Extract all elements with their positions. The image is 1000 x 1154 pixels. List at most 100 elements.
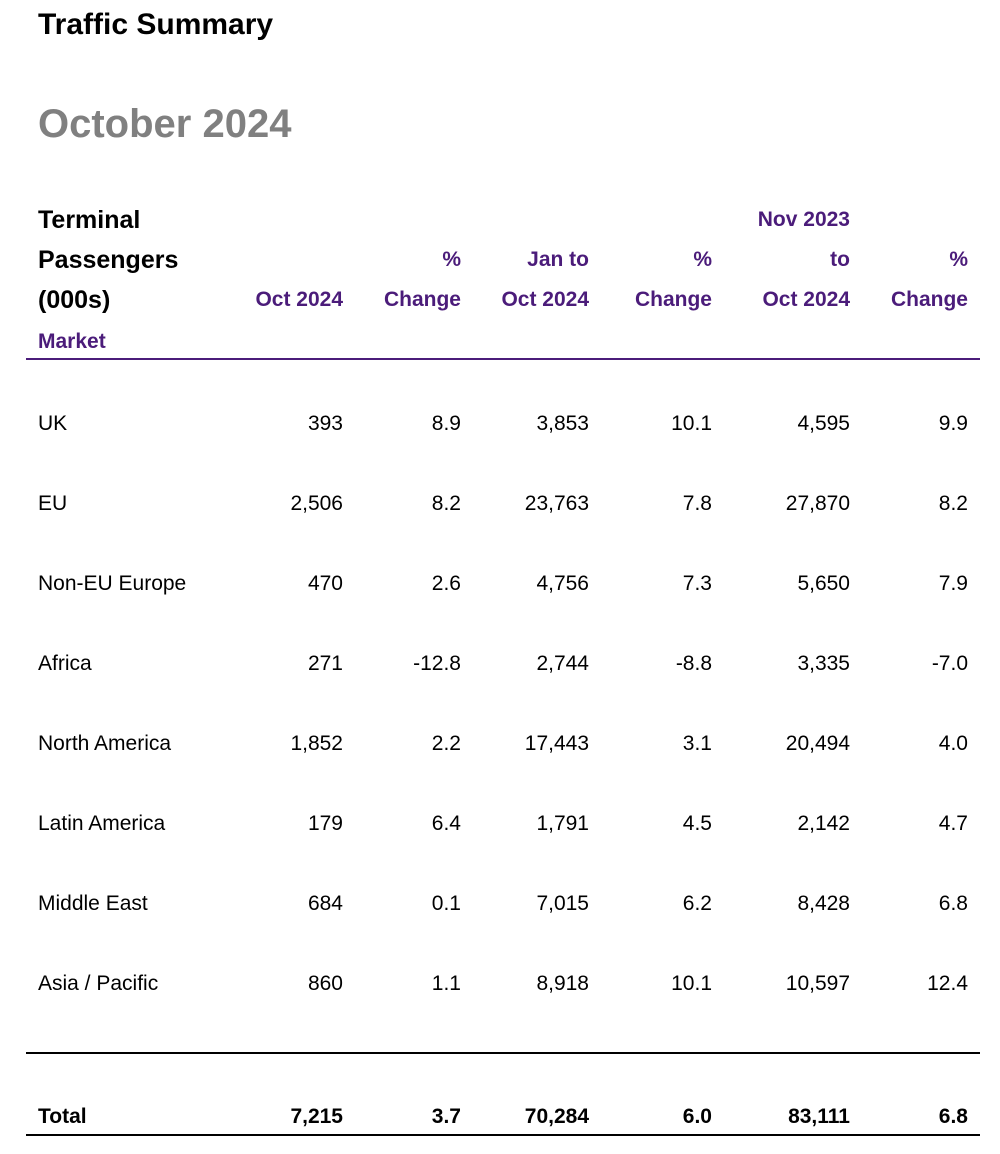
value-cell: 1,852 [290,732,343,755]
value-cell: 2,506 [290,492,343,515]
table-row: North America 1,852 2.2 17,443 3.1 20,49… [0,724,1000,764]
value-cell: 5,650 [797,572,850,595]
value-cell: 2.2 [431,732,461,755]
column-header-line [635,200,712,240]
value-cell: 12.4 [927,972,968,995]
value-cell: 0.1 [431,892,461,915]
value-cell: 7,015 [536,892,589,915]
value-cell: 2,744 [536,652,589,675]
value-cell: 2,142 [797,812,850,835]
value-cell: -8.8 [675,652,712,675]
value-cell: 684 [307,892,343,915]
column-header-ytd: Jan to Oct 2024 [501,200,589,320]
total-divider [26,1052,980,1054]
column-header-pct-change-rolling: % Change [891,200,968,320]
value-cell: 10,597 [785,972,850,995]
column-header-line: to [830,248,850,271]
market-name: UK [38,412,68,435]
period-title: October 2024 [38,102,292,146]
column-header-line [891,200,968,240]
column-header-line: % [949,248,968,271]
table-row: Africa 271 -12.8 2,744 -8.8 3,335 -7.0 [0,644,1000,684]
column-header-line [255,200,343,240]
table-label-line: Terminal [38,206,141,234]
value-cell: 6.8 [938,892,968,915]
value-cell: 4,756 [536,572,589,595]
header-divider [26,358,980,360]
market-name: Middle East [38,892,148,915]
column-header-line [501,200,589,240]
value-cell: -12.8 [413,652,461,675]
value-cell: 179 [307,812,343,835]
table-bottom-rule [26,1134,980,1136]
value-cell: 2.6 [431,572,461,595]
table-label: Terminal Passengers (000s) [38,200,178,320]
column-header-line: Oct 2024 [255,288,343,311]
value-cell: 6.4 [431,812,461,835]
market-name: Africa [38,652,92,675]
value-cell: 8.2 [938,492,968,515]
value-cell: 20,494 [785,732,850,755]
total-value-cell: 3.7 [431,1105,461,1128]
column-header-line: Jan to [527,248,589,271]
table-row: Latin America 179 6.4 1,791 4.5 2,142 4.… [0,804,1000,844]
market-name: Latin America [38,812,166,835]
column-header-line: % [442,248,461,271]
document-title: Traffic Summary [38,8,274,41]
total-label: Total [38,1105,87,1128]
table-row: Non-EU Europe 470 2.6 4,756 7.3 5,650 7.… [0,564,1000,604]
column-header-line: Change [383,288,461,311]
total-row: Total 7,215 3.7 70,284 6.0 83,111 6.8 [0,1097,1000,1137]
column-header-line [255,240,343,280]
value-cell: 27,870 [785,492,850,515]
value-cell: 3,853 [536,412,589,435]
total-value-cell: 70,284 [524,1105,589,1128]
value-cell: 7.9 [938,572,968,595]
value-cell: 8,918 [536,972,589,995]
market-column-header: Market [38,330,106,353]
value-cell: 1,791 [536,812,589,835]
table-label-line: (000s) [38,286,111,314]
table-row: Asia / Pacific 860 1.1 8,918 10.1 10,597… [0,964,1000,1004]
value-cell: 6.2 [682,892,712,915]
table-label-line: Passengers [38,246,179,274]
value-cell: 4.7 [938,812,968,835]
value-cell: 10.1 [671,972,712,995]
value-cell: 393 [307,412,343,435]
value-cell: 1.1 [431,972,461,995]
total-value-cell: 7,215 [290,1105,343,1128]
column-header-line: Change [634,288,712,311]
value-cell: 470 [307,572,343,595]
market-name: Asia / Pacific [38,972,159,995]
column-header-rolling-12m: Nov 2023 to Oct 2024 [758,200,850,320]
value-cell: -7.0 [931,652,968,675]
total-value-cell: 6.0 [682,1105,712,1128]
table-row: Middle East 684 0.1 7,015 6.2 8,428 6.8 [0,884,1000,924]
column-header-pct-change-month: % Change [384,200,461,320]
column-header-line: Oct 2024 [762,288,850,311]
market-name: North America [38,732,172,755]
value-cell: 4,595 [797,412,850,435]
total-value-cell: 83,111 [788,1105,850,1128]
value-cell: 860 [307,972,343,995]
value-cell: 3.1 [682,732,712,755]
value-cell: 271 [307,652,343,675]
value-cell: 3,335 [797,652,850,675]
column-header-line: % [693,248,712,271]
value-cell: 23,763 [524,492,589,515]
value-cell: 10.1 [671,412,712,435]
column-header-line [384,200,461,240]
value-cell: 4.5 [682,812,712,835]
column-header-oct-2024: Oct 2024 [255,200,343,320]
value-cell: 7.3 [682,572,712,595]
value-cell: 8.9 [431,412,461,435]
value-cell: 17,443 [524,732,589,755]
table-row: EU 2,506 8.2 23,763 7.8 27,870 8.2 [0,484,1000,524]
value-cell: 4.0 [938,732,968,755]
table-row: UK 393 8.9 3,853 10.1 4,595 9.9 [0,404,1000,444]
column-header-pct-change-ytd: % Change [635,200,712,320]
column-header-line: Change [890,288,968,311]
value-cell: 8,428 [797,892,850,915]
value-cell: 8.2 [431,492,461,515]
